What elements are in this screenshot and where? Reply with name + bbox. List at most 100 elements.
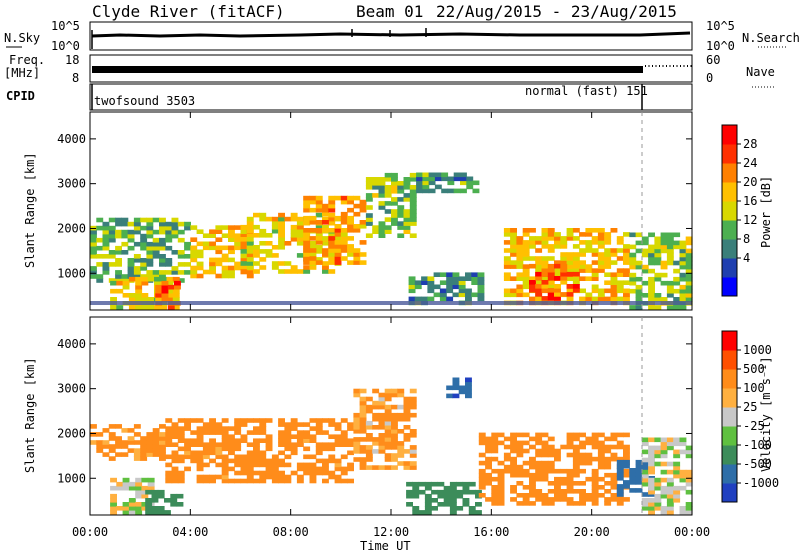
data-cell <box>221 245 229 251</box>
data-cell <box>408 288 416 294</box>
data-cell <box>397 185 405 190</box>
data-cell <box>591 288 599 294</box>
data-cell <box>648 498 655 503</box>
data-cell <box>560 476 568 482</box>
data-cell <box>610 485 618 490</box>
data-cell <box>253 269 260 274</box>
data-cell <box>102 225 110 231</box>
data-cell <box>171 474 179 480</box>
data-cell <box>190 438 198 443</box>
data-cell <box>246 257 254 262</box>
data-cell <box>391 437 398 442</box>
colorbar-swatch <box>722 144 737 164</box>
data-cell <box>648 445 655 451</box>
data-cell <box>196 434 204 439</box>
data-cell <box>152 254 160 259</box>
data-cell <box>673 461 681 467</box>
data-cell <box>403 412 411 418</box>
data-cell <box>146 225 154 231</box>
data-cell <box>334 224 342 229</box>
data-cell <box>172 293 180 298</box>
power-colorbar-label: Power [dB] <box>759 176 773 248</box>
data-cell <box>328 216 336 222</box>
data-cell <box>271 478 279 484</box>
data-cell <box>428 172 436 178</box>
data-cell <box>359 445 367 450</box>
data-cell <box>246 220 254 226</box>
data-cell <box>585 276 593 281</box>
data-cell <box>303 256 311 261</box>
data-cell <box>372 177 380 182</box>
data-cell <box>522 252 530 257</box>
data-cell <box>359 252 367 257</box>
data-cell <box>309 241 317 246</box>
data-cell <box>253 454 260 460</box>
data-cell <box>171 458 179 464</box>
y-tick-label: 3000 <box>57 382 86 396</box>
data-cell <box>541 501 549 506</box>
data-cell <box>391 217 398 222</box>
data-cell <box>422 172 430 178</box>
data-cell <box>154 280 161 286</box>
data-cell <box>384 425 392 430</box>
colorbar-swatch <box>722 277 737 297</box>
data-cell <box>271 261 279 266</box>
data-cell <box>215 237 223 242</box>
data-cell <box>303 220 311 225</box>
data-cell <box>152 436 160 441</box>
data-cell <box>466 184 474 190</box>
data-cell <box>152 444 160 449</box>
data-cell <box>437 489 445 495</box>
data-cell <box>666 502 674 507</box>
data-cell <box>585 456 593 462</box>
data-cell <box>685 445 693 451</box>
data-cell <box>240 454 248 460</box>
data-cell <box>585 232 593 237</box>
data-cell <box>196 229 204 234</box>
data-cell <box>177 221 185 227</box>
data-cell <box>166 276 174 282</box>
nave-label: Nave <box>746 65 775 79</box>
data-cell <box>108 278 116 283</box>
data-cell <box>458 292 466 298</box>
data-cell <box>378 233 386 238</box>
data-cell <box>522 276 530 281</box>
data-cell <box>529 296 536 302</box>
data-cell <box>240 470 248 476</box>
data-cell <box>560 497 568 502</box>
data-cell <box>102 270 110 275</box>
data-cell <box>253 418 260 423</box>
data-cell <box>322 446 329 452</box>
data-cell <box>116 506 124 511</box>
data-cell <box>591 481 599 486</box>
data-cell <box>572 252 580 257</box>
data-cell <box>579 493 586 498</box>
data-cell <box>414 280 422 285</box>
data-cell <box>648 252 655 258</box>
velocity-y-axis-label: Slant Range [km] <box>23 357 37 473</box>
data-cell <box>535 489 543 494</box>
data-cell <box>610 456 618 462</box>
data-cell <box>152 432 160 437</box>
data-cell <box>641 252 649 258</box>
data-cell <box>427 280 435 285</box>
data-cell <box>610 272 618 277</box>
data-cell <box>391 388 398 394</box>
data-cell <box>190 418 198 423</box>
data-cell <box>365 185 373 190</box>
data-cell <box>406 489 413 495</box>
data-cell <box>635 305 643 310</box>
data-cell <box>115 229 122 235</box>
data-cell <box>641 240 649 246</box>
data-cell <box>673 453 681 459</box>
data-cell <box>579 288 586 294</box>
data-cell <box>128 485 136 491</box>
data-cell <box>441 188 449 194</box>
data-cell <box>529 472 536 478</box>
data-cell <box>679 510 687 515</box>
data-cell <box>541 452 549 458</box>
data-cell <box>554 236 561 241</box>
data-cell <box>334 195 342 201</box>
data-cell <box>416 172 423 178</box>
data-cell <box>635 459 643 465</box>
